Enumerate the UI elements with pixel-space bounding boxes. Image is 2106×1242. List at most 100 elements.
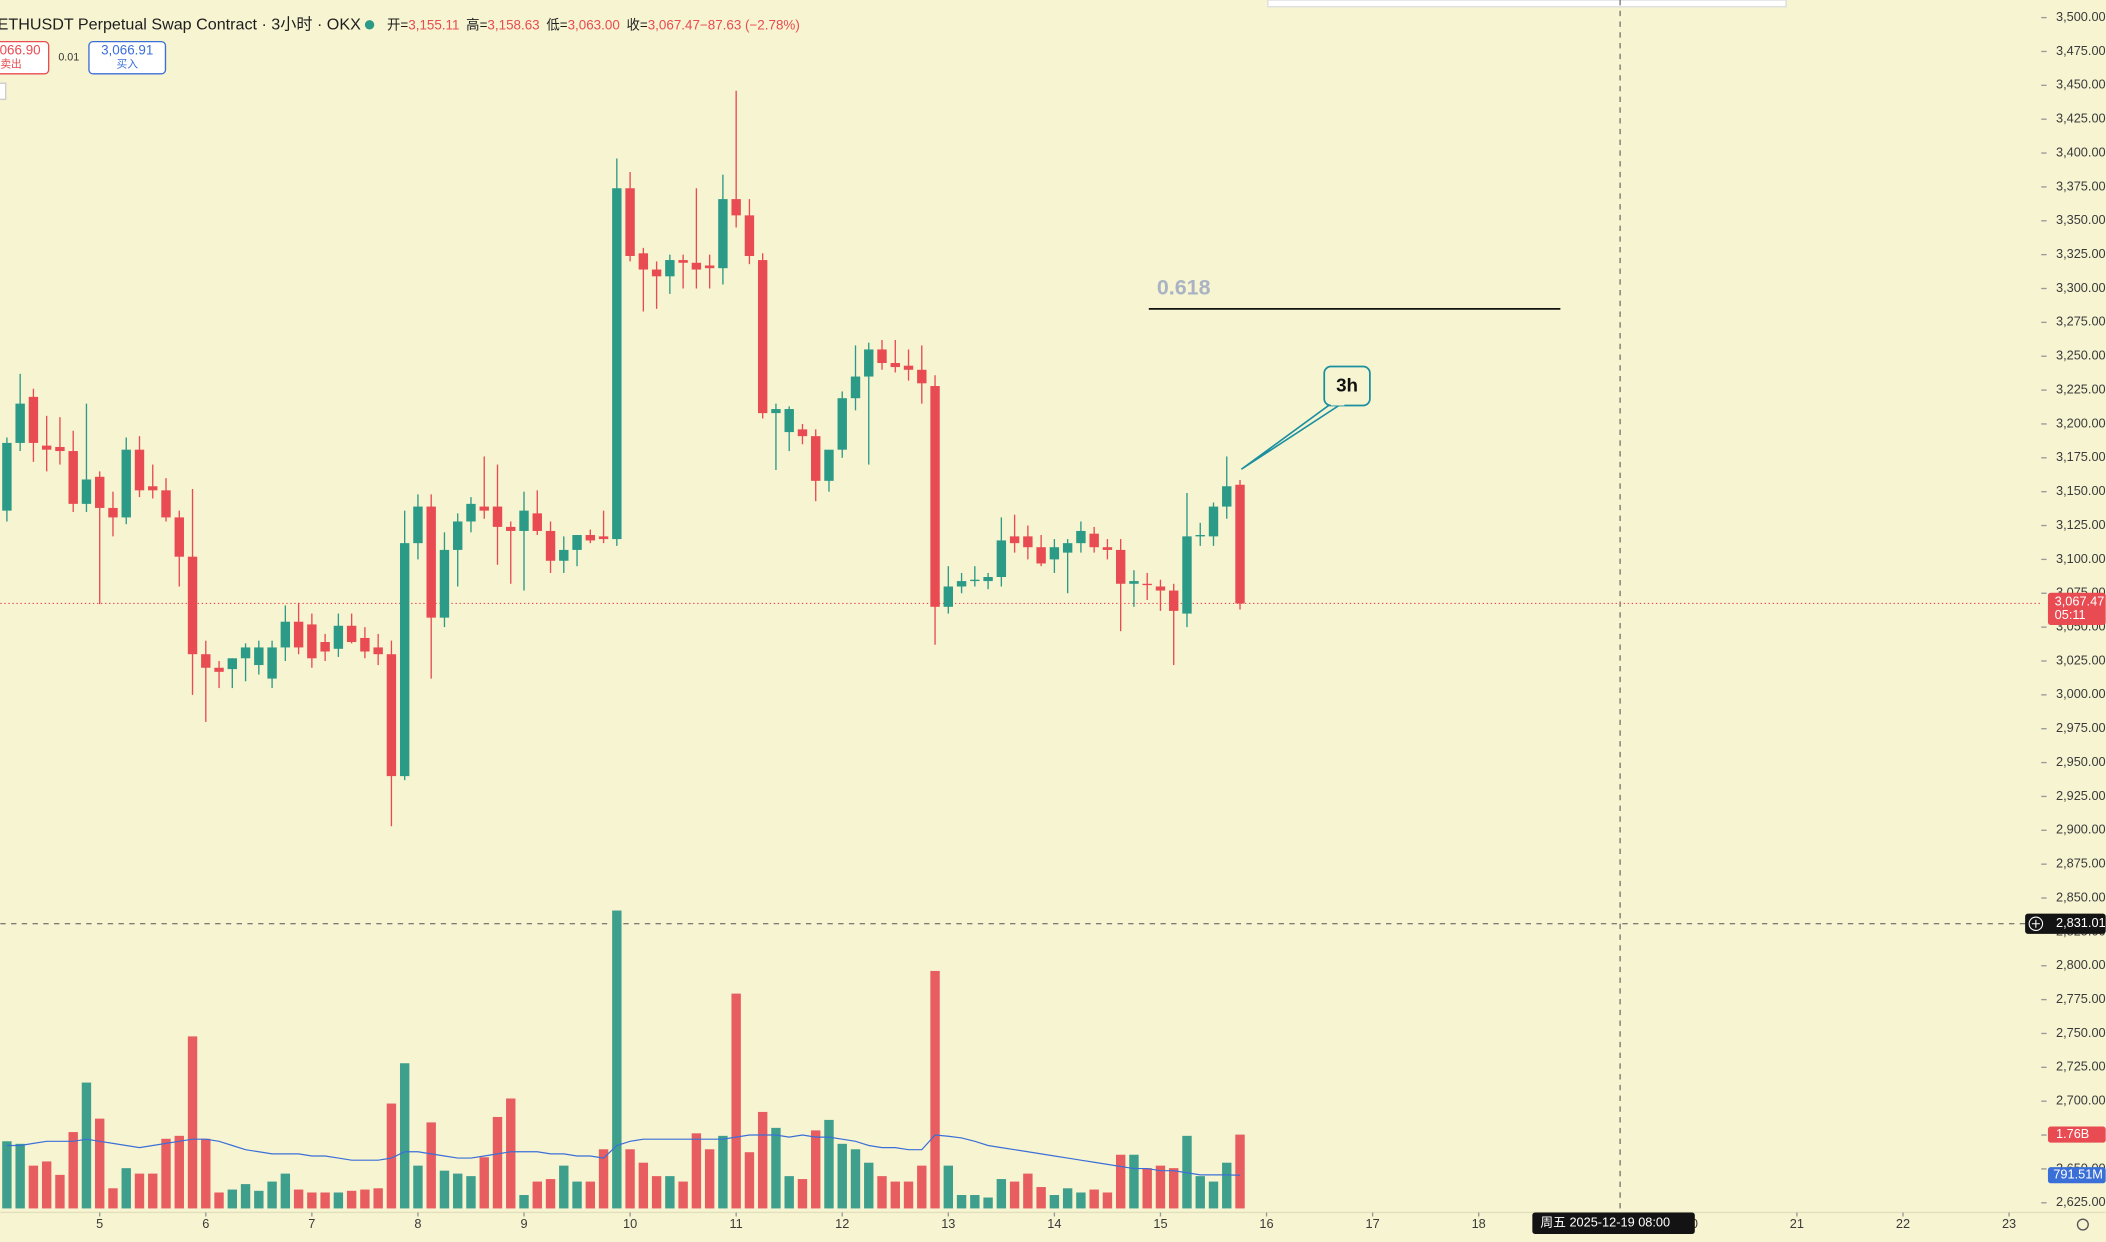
volume-bar — [201, 1138, 211, 1209]
candle-body — [201, 654, 211, 668]
candle-body — [386, 654, 397, 777]
candle-body — [280, 621, 291, 648]
candle-body — [360, 637, 370, 652]
x-tick-label: 18 — [1472, 1216, 1486, 1231]
candle-body — [187, 556, 198, 655]
x-tick-label: 23 — [2002, 1216, 2016, 1231]
x-tick-label: 12 — [835, 1216, 849, 1231]
volume-bar — [572, 1181, 582, 1209]
buy-button[interactable] — [88, 40, 167, 75]
y-tick-label: 3,325.00 — [2056, 246, 2106, 261]
settings-icon — [2076, 1218, 2089, 1231]
volume-bar — [41, 1161, 52, 1209]
candle-body — [1062, 543, 1073, 553]
volume-ma-line — [6, 1134, 1241, 1176]
volume-bar — [386, 1103, 397, 1209]
x-tick-label: 13 — [941, 1216, 955, 1231]
y-tick-label: 3,350.00 — [2056, 212, 2106, 227]
callout-joint — [1330, 400, 1345, 406]
candle-body — [148, 486, 158, 491]
volume-bar — [15, 1143, 25, 1209]
candle-body — [1049, 547, 1060, 560]
header-value: 3,155.11 — [408, 17, 459, 32]
volume-bar — [811, 1130, 821, 1209]
volume-bar — [1182, 1135, 1192, 1209]
candle-body — [545, 530, 556, 561]
header: ETHUSDT Perpetual Swap Contract · 3小时 · … — [0, 16, 800, 34]
y-tick-label: 3,375.00 — [2056, 178, 2106, 193]
volume-bar — [426, 1122, 436, 1209]
y-tick-label: 3,000.00 — [2056, 686, 2106, 701]
volume-bar — [930, 970, 940, 1209]
header-label: 低= — [546, 17, 567, 32]
candle-body — [267, 647, 277, 679]
volume-bar — [1023, 1173, 1033, 1209]
volume-bar — [479, 1157, 489, 1209]
volume-bar — [1155, 1165, 1166, 1209]
header-label: 开= — [387, 17, 408, 32]
volume-bar — [439, 1170, 450, 1209]
volume-bar — [254, 1190, 264, 1209]
volume-bar — [704, 1149, 715, 1209]
header-label: 高= — [466, 16, 487, 32]
candle-body — [373, 647, 383, 655]
y-tick-label: 2,900.00 — [2056, 822, 2106, 837]
candle-body — [1076, 530, 1086, 544]
y-tick-label: 3,275.00 — [2056, 314, 2106, 329]
volume-bar — [996, 1179, 1007, 1209]
volume-bar — [1089, 1189, 1099, 1209]
candle-body — [890, 363, 900, 368]
candle-body — [479, 506, 489, 511]
candle-body — [453, 521, 463, 550]
candle-body — [757, 260, 768, 414]
volume-bar — [744, 1152, 755, 1209]
callout-label: 3h — [1336, 375, 1358, 396]
volume-bar — [903, 1181, 914, 1209]
volume-bar — [638, 1162, 649, 1209]
candle-body — [426, 506, 436, 618]
chart-title: ETHUSDT Perpetual Swap Contract · 3小时 · … — [0, 16, 361, 34]
sell-button[interactable] — [0, 40, 50, 75]
volume-bar — [293, 1189, 304, 1209]
y-tick-label: 3,200.00 — [2056, 415, 2106, 430]
volume-bar — [466, 1176, 476, 1209]
volume-bar — [320, 1192, 330, 1209]
y-tick-label: 2,975.00 — [2056, 720, 2106, 735]
volume-bar — [771, 1127, 781, 1209]
sell-price: 3,066.90 — [0, 43, 41, 58]
candle-body — [254, 647, 264, 666]
candle-body — [41, 445, 52, 450]
candle-body — [824, 449, 834, 481]
candle-body — [917, 369, 927, 384]
candle-body — [678, 260, 688, 263]
candle-body — [877, 349, 887, 364]
volume-bar — [360, 1189, 370, 1209]
candle-body — [1208, 506, 1219, 537]
crosshair-date-badge — [1532, 1212, 1695, 1234]
volume-bar — [585, 1181, 596, 1209]
collapse-tab[interactable] — [0, 82, 7, 101]
header-value: −87.63 (−2.78%) — [700, 17, 800, 32]
toolbar-remnant — [1267, 0, 1787, 8]
y-tick-label: 2,725.00 — [2056, 1059, 2106, 1074]
volume-bar — [532, 1181, 542, 1209]
y-tick-label: 3,300.00 — [2056, 280, 2106, 295]
x-tick-label: 16 — [1259, 1216, 1273, 1231]
candle-body — [1036, 547, 1046, 564]
candle-body — [2, 442, 12, 511]
y-tick-label: 2,800.00 — [2056, 957, 2106, 972]
candle-body — [320, 642, 330, 652]
x-tick-label: 8 — [414, 1216, 421, 1231]
candle-body — [638, 253, 649, 270]
volume-bar — [797, 1179, 808, 1209]
volume-bar — [492, 1116, 503, 1209]
volume-bar — [956, 1195, 967, 1209]
candle-body — [55, 446, 65, 452]
candle-body — [1195, 535, 1205, 537]
volume-bar — [678, 1181, 688, 1209]
candle-body — [572, 535, 582, 550]
volume-bar — [1235, 1134, 1245, 1209]
candle-body — [227, 658, 238, 670]
